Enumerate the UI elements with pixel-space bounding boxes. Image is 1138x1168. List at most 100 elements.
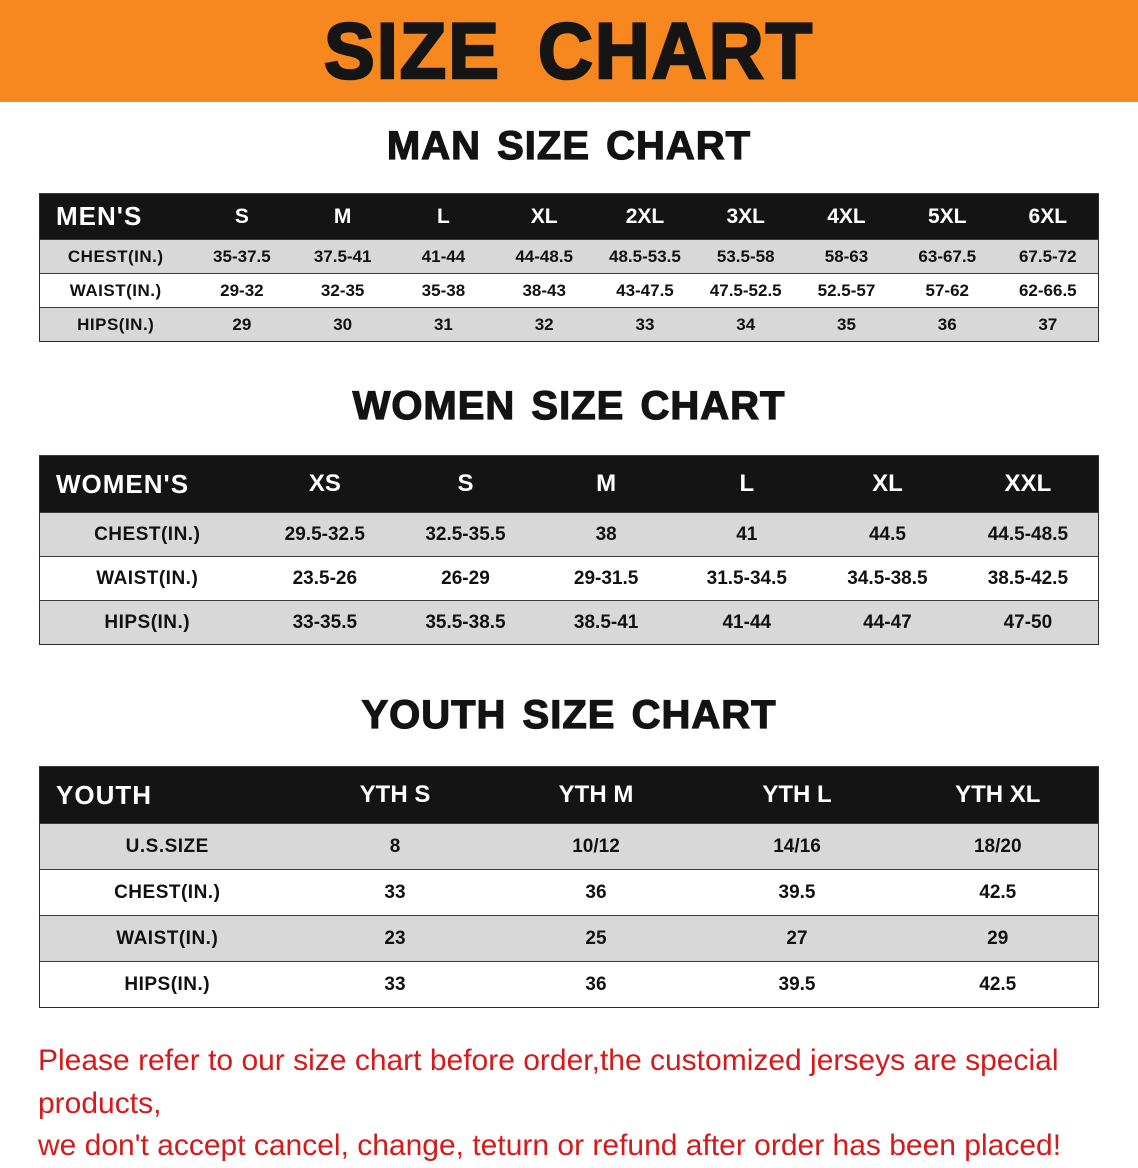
size-header-cell: 6XL	[997, 193, 1099, 240]
value-cell: 29.5-32.5	[254, 512, 396, 557]
value-cell: 53.5-58	[695, 239, 797, 274]
disclaimer: Please refer to our size chart before or…	[38, 1040, 1100, 1168]
value-cell: 44-48.5	[493, 239, 595, 274]
value-cell: 36	[896, 307, 998, 342]
disclaimer-line-1: Please refer to our size chart before or…	[38, 1044, 1059, 1120]
value-cell: 33-35.5	[254, 600, 396, 645]
value-cell: 35	[796, 307, 897, 342]
value-cell: 32.5-35.5	[395, 512, 536, 557]
row-label-cell: WAIST(IN.)	[39, 556, 255, 601]
value-cell: 39.5	[696, 961, 898, 1008]
value-cell: 33	[294, 961, 496, 1008]
row-label-cell: CHEST(IN.)	[39, 239, 192, 274]
table-row: CHEST(IN.) 33 36 39.5 42.5	[39, 869, 1099, 916]
size-header-cell: 3XL	[695, 193, 797, 240]
value-cell: 38.5-41	[535, 600, 677, 645]
value-cell: 42.5	[897, 961, 1099, 1008]
row-label-cell: WAIST(IN.)	[39, 915, 295, 962]
size-header-cell: XS	[254, 455, 396, 513]
size-header-cell: L	[676, 455, 818, 513]
table-row: HIPS(IN.) 33-35.5 35.5-38.5 38.5-41 41-44 44-…	[39, 600, 1099, 645]
table-row: CHEST(IN.) 35-37.5 37.5-41 41-44 44-48.5 48.5…	[39, 239, 1099, 274]
table-header-row: WOMEN'S XS S M L XL XXL	[39, 455, 1099, 513]
value-cell: 47.5-52.5	[695, 273, 797, 308]
value-cell: 37.5-41	[292, 239, 394, 274]
value-cell: 48.5-53.5	[594, 239, 696, 274]
table-title-cell: MEN'S	[39, 193, 192, 240]
row-label-cell: HIPS(IN.)	[39, 600, 255, 645]
value-cell: 26-29	[395, 556, 536, 601]
men-section: MAN SIZE CHART MEN'S S M L XL 2XL 3XL 4XL 5XL 6XL…	[0, 123, 1138, 342]
women-size-table: WOMEN'S XS S M L XL XXL CHEST(IN.) 29.5-32.5 32.5…	[39, 455, 1099, 645]
value-cell: 41-44	[393, 239, 494, 274]
table-row: WAIST(IN.) 23 25 27 29	[39, 915, 1099, 962]
size-header-cell: 2XL	[594, 193, 696, 240]
value-cell: 67.5-72	[997, 239, 1099, 274]
size-header-cell: S	[395, 455, 536, 513]
value-cell: 38-43	[493, 273, 595, 308]
size-header-cell: YTH L	[696, 766, 898, 824]
size-header-cell: 4XL	[796, 193, 897, 240]
value-cell: 44-47	[817, 600, 958, 645]
value-cell: 23.5-26	[254, 556, 396, 601]
size-header-cell: 5XL	[896, 193, 998, 240]
value-cell: 31.5-34.5	[676, 556, 818, 601]
value-cell: 29	[191, 307, 293, 342]
value-cell: 35.5-38.5	[395, 600, 536, 645]
youth-section: YOUTH SIZE CHART YOUTH YTH S YTH M YTH L YTH…	[0, 692, 1138, 1008]
value-cell: 57-62	[896, 273, 998, 308]
value-cell: 41-44	[676, 600, 818, 645]
size-header-cell: M	[535, 455, 677, 513]
value-cell: 47-50	[957, 600, 1099, 645]
value-cell: 29-31.5	[535, 556, 677, 601]
table-title-cell: YOUTH	[39, 766, 295, 824]
value-cell: 63-67.5	[896, 239, 998, 274]
value-cell: 32-35	[292, 273, 394, 308]
value-cell: 44.5	[817, 512, 958, 557]
row-label-cell: HIPS(IN.)	[39, 307, 192, 342]
value-cell: 14/16	[696, 823, 898, 870]
table-row: WAIST(IN.) 23.5-26 26-29 29-31.5 31.5-34.5 34…	[39, 556, 1099, 601]
table-title-cell: WOMEN'S	[39, 455, 255, 513]
youth-size-table: YOUTH YTH S YTH M YTH L YTH XL U.S.SIZE 8 10/12…	[39, 766, 1099, 1008]
men-size-table: MEN'S S M L XL 2XL 3XL 4XL 5XL 6XL CHEST(IN.) 35-37…	[39, 193, 1099, 342]
value-cell: 33	[294, 869, 496, 916]
value-cell: 35-37.5	[191, 239, 293, 274]
women-section: WOMEN SIZE CHART WOMEN'S XS S M L XL XXL CHEST(…	[0, 383, 1138, 645]
value-cell: 30	[292, 307, 394, 342]
value-cell: 62-66.5	[997, 273, 1099, 308]
value-cell: 52.5-57	[796, 273, 897, 308]
women-section-heading: WOMEN SIZE CHART	[352, 383, 786, 428]
table-row: WAIST(IN.) 29-32 32-35 35-38 38-43 43-47.5 47.…	[39, 273, 1099, 308]
size-header-cell: YTH XL	[897, 766, 1099, 824]
youth-section-heading: YOUTH SIZE CHART	[361, 692, 777, 737]
size-header-cell: XXL	[957, 455, 1099, 513]
row-label-cell: WAIST(IN.)	[39, 273, 192, 308]
row-label-cell: U.S.SIZE	[39, 823, 295, 870]
table-row: U.S.SIZE 8 10/12 14/16 18/20	[39, 823, 1099, 870]
value-cell: 42.5	[897, 869, 1099, 916]
size-header-cell: XL	[493, 193, 595, 240]
size-header-cell: L	[393, 193, 494, 240]
value-cell: 35-38	[393, 273, 494, 308]
size-header-cell: M	[292, 193, 394, 240]
banner: SIZE CHART	[0, 0, 1138, 102]
page-title: SIZE CHART	[323, 6, 814, 97]
value-cell: 37	[997, 307, 1099, 342]
value-cell: 38.5-42.5	[957, 556, 1099, 601]
row-label-cell: HIPS(IN.)	[39, 961, 295, 1008]
value-cell: 38	[535, 512, 677, 557]
value-cell: 39.5	[696, 869, 898, 916]
value-cell: 58-63	[796, 239, 897, 274]
value-cell: 23	[294, 915, 496, 962]
size-header-cell: YTH M	[495, 766, 697, 824]
value-cell: 25	[495, 915, 697, 962]
value-cell: 31	[393, 307, 494, 342]
size-header-cell: XL	[817, 455, 958, 513]
value-cell: 29	[897, 915, 1099, 962]
table-row: CHEST(IN.) 29.5-32.5 32.5-35.5 38 41 44.5 44.5…	[39, 512, 1099, 557]
table-header-row: YOUTH YTH S YTH M YTH L YTH XL	[39, 766, 1099, 824]
value-cell: 34.5-38.5	[817, 556, 958, 601]
row-label-cell: CHEST(IN.)	[39, 512, 255, 557]
